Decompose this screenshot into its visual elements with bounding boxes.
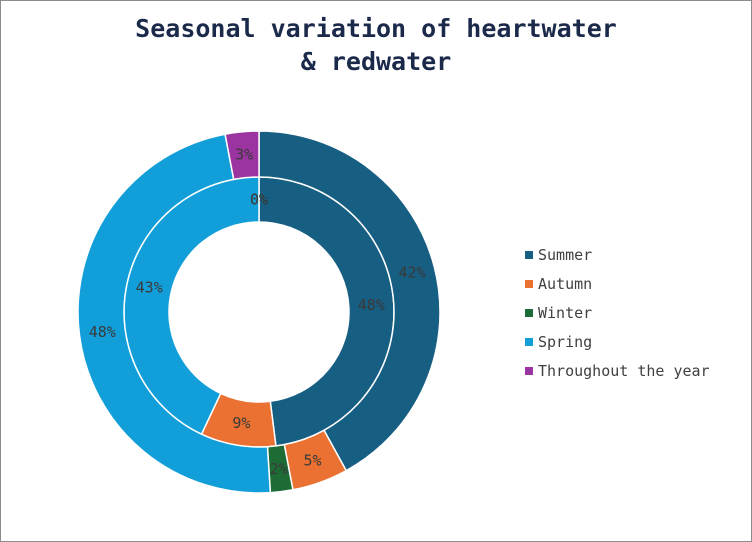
data-label-inner-throughout-the-year: 0% — [250, 191, 268, 209]
slice-outer-throughout-the-year — [224, 130, 260, 181]
data-label-outer-autumn: 5% — [303, 452, 321, 470]
data-label-outer-summer: 42% — [398, 264, 425, 282]
chart-title: Seasonal variation of heartwater & redwa… — [0, 12, 752, 78]
legend-item-throughout-the-year: Throughout the year — [525, 356, 710, 385]
legend-item-autumn: Autumn — [525, 269, 710, 298]
legend-swatch — [525, 308, 533, 317]
legend-swatch — [525, 337, 533, 346]
chart-title-line-2: & redwater — [300, 47, 452, 76]
data-label-outer-spring: 48% — [89, 323, 116, 341]
legend-label: Summer — [538, 245, 593, 264]
donut-labels: 48%9%43%0%0%42%5%2%48%3% — [89, 146, 426, 478]
data-label-inner-spring: 43% — [136, 278, 163, 296]
legend-swatch — [525, 279, 533, 288]
legend-swatch — [525, 250, 533, 259]
legend-item-winter: Winter — [525, 298, 710, 327]
data-label-inner-summer: 48% — [358, 296, 385, 314]
legend-label: Spring — [538, 332, 593, 351]
data-label-outer-throughout-the-year: 3% — [235, 146, 253, 164]
legend-item-summer: Summer — [525, 240, 710, 269]
legend-item-spring: Spring — [525, 327, 710, 356]
data-label-outer-winter: 2% — [270, 460, 288, 478]
legend-label: Autumn — [538, 274, 593, 293]
slice-outer-summer — [258, 130, 441, 472]
chart-legend: Summer Autumn Winter Spring Throughout the y… — [525, 240, 710, 385]
legend-label: Throughout the year — [538, 361, 710, 380]
data-label-inner-autumn: 9% — [232, 414, 250, 432]
data-label-inner-throughout-the-year: 0% — [250, 191, 268, 209]
legend-swatch — [525, 366, 533, 375]
chart-title-line-1: Seasonal variation of heartwater — [135, 14, 617, 43]
slice-outer-spring — [77, 133, 272, 494]
donut-slices — [77, 130, 441, 494]
legend-label: Winter — [538, 303, 593, 322]
